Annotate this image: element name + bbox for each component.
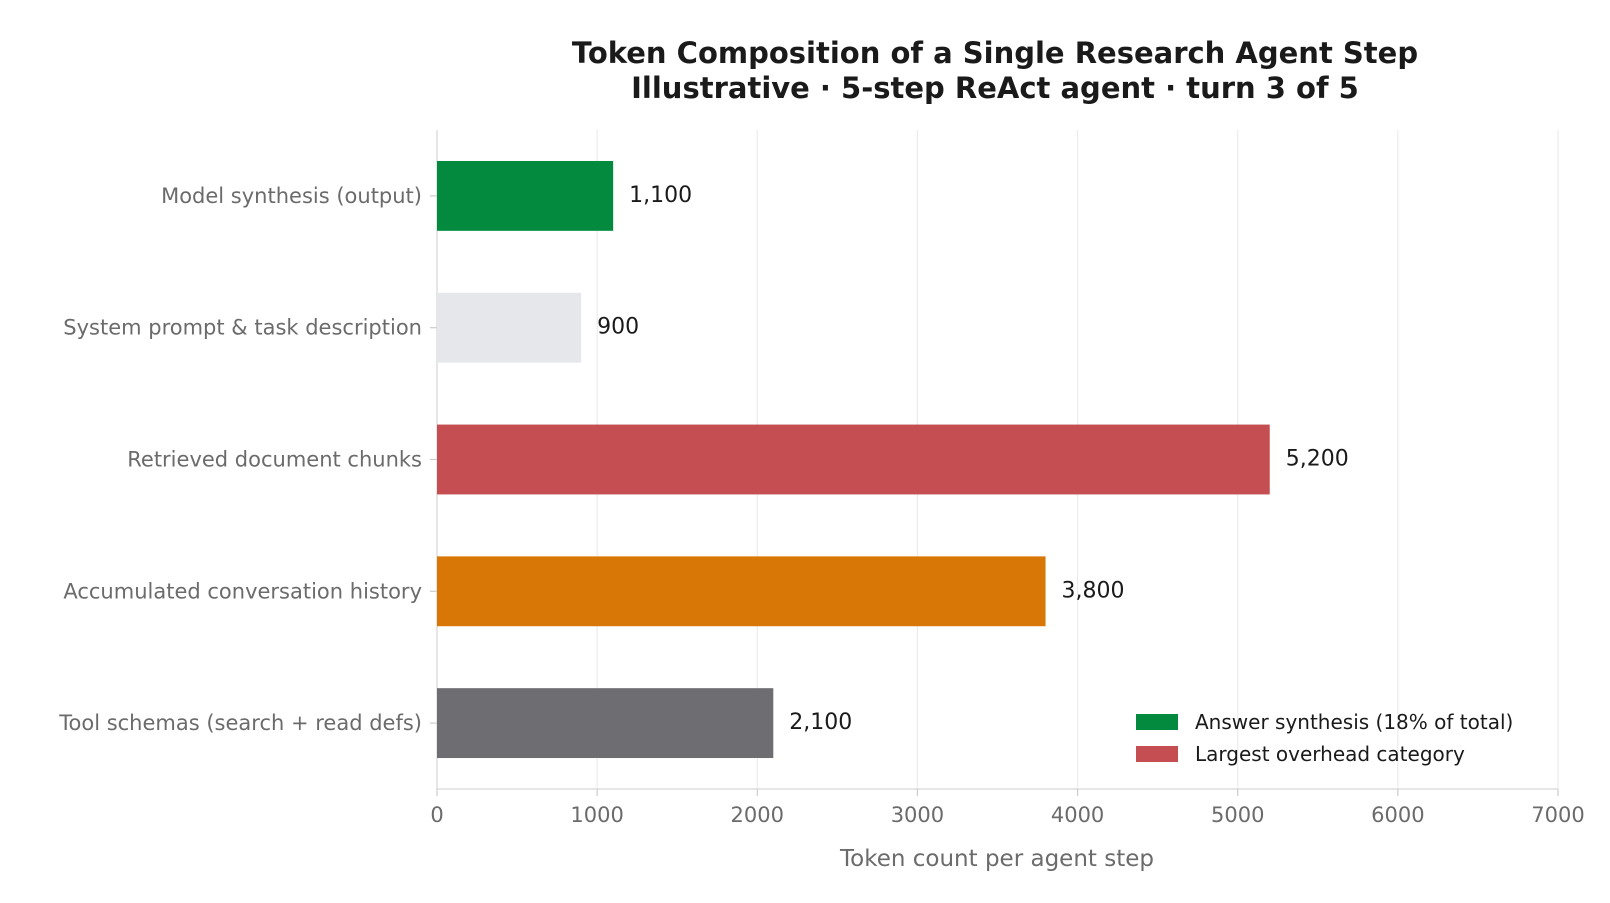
bar-3 bbox=[437, 556, 1046, 627]
legend-swatch-1 bbox=[1136, 746, 1178, 762]
bars-group bbox=[437, 160, 1270, 759]
legend-label-0: Answer synthesis (18% of total) bbox=[1195, 710, 1513, 734]
x-tick-label-1: 1000 bbox=[570, 803, 623, 827]
legend: Answer synthesis (18% of total) Largest o… bbox=[1136, 710, 1513, 766]
x-tick-label-7: 7000 bbox=[1531, 803, 1584, 827]
x-ticks-group: 0 1000 2000 3000 4000 5000 6000 7000 bbox=[430, 789, 1585, 827]
x-tick-label-6: 6000 bbox=[1371, 803, 1424, 827]
bar-2 bbox=[437, 424, 1270, 495]
x-tick-label-5: 5000 bbox=[1211, 803, 1264, 827]
bar-0 bbox=[437, 160, 614, 231]
chart-subtitle: Illustrative · 5-step ReAct agent · turn… bbox=[631, 71, 1359, 105]
value-label-4: 2,100 bbox=[789, 710, 852, 735]
category-label-1: System prompt & task description bbox=[63, 316, 422, 340]
x-axis-label: Token count per agent step bbox=[839, 846, 1154, 872]
bar-1 bbox=[437, 292, 582, 363]
x-tick-label-4: 4000 bbox=[1051, 803, 1104, 827]
value-label-2: 5,200 bbox=[1286, 447, 1349, 472]
bar-4 bbox=[437, 688, 774, 759]
x-tick-label-3: 3000 bbox=[891, 803, 944, 827]
category-label-3: Accumulated conversation history bbox=[63, 579, 422, 603]
chart-title: Token Composition of a Single Research A… bbox=[572, 36, 1418, 70]
x-tick-label-0: 0 bbox=[430, 803, 443, 827]
x-tick-label-2: 2000 bbox=[731, 803, 784, 827]
value-label-1: 900 bbox=[597, 315, 639, 340]
legend-swatch-0 bbox=[1136, 714, 1178, 730]
category-labels-group: Model synthesis (output) System prompt & … bbox=[58, 184, 437, 735]
value-label-0: 1,100 bbox=[629, 183, 692, 208]
category-label-4: Tool schemas (search + read defs) bbox=[58, 711, 422, 735]
legend-label-1: Largest overhead category bbox=[1195, 742, 1465, 766]
category-label-0: Model synthesis (output) bbox=[161, 184, 422, 208]
category-label-2: Retrieved document chunks bbox=[127, 448, 422, 472]
value-label-3: 3,800 bbox=[1062, 578, 1125, 603]
value-labels-group: 1,100 900 5,200 3,800 2,100 bbox=[597, 183, 1349, 735]
